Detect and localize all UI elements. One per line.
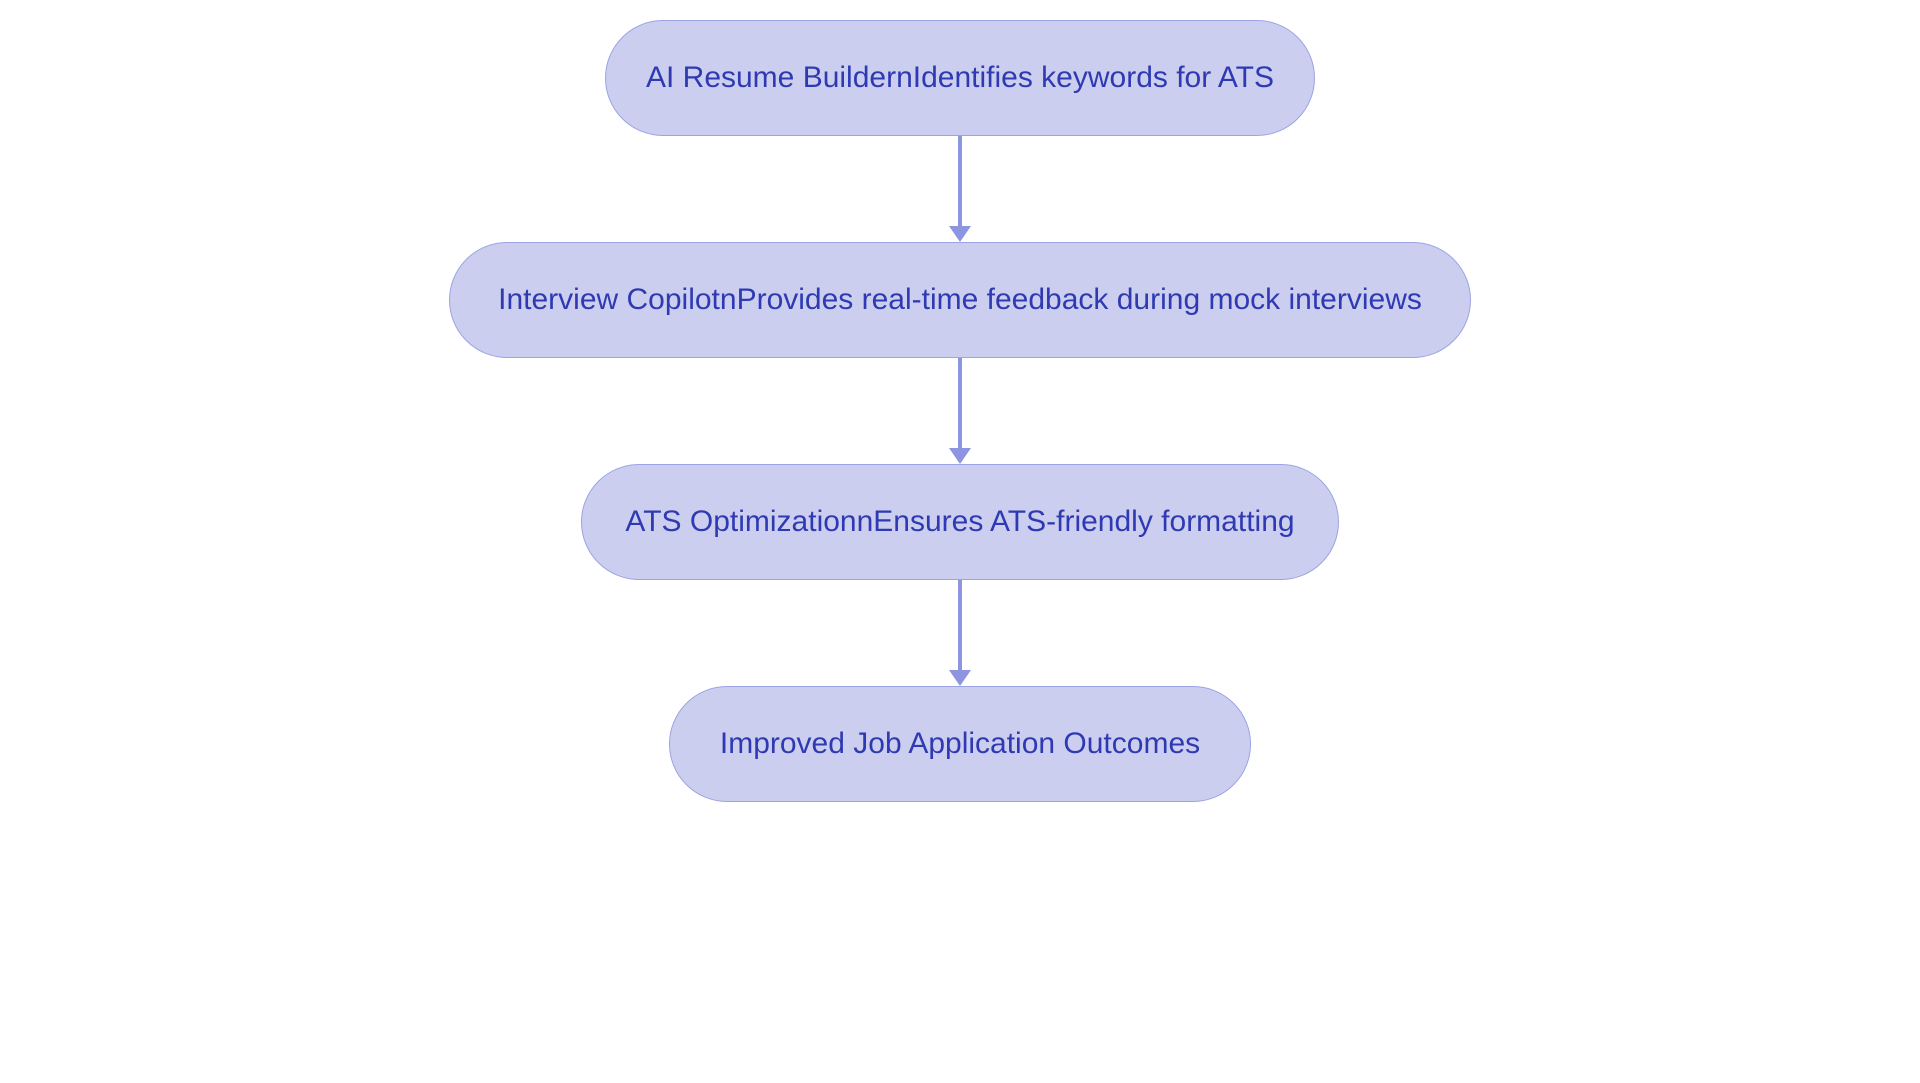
flowchart-arrow <box>958 580 962 670</box>
flowchart-arrowhead <box>949 448 971 464</box>
flowchart-arrowhead <box>949 670 971 686</box>
flowchart-arrowhead <box>949 226 971 242</box>
node-label: Improved Job Application Outcomes <box>720 727 1200 761</box>
flowchart-node: Interview CopilotnProvides real-time fee… <box>449 242 1471 358</box>
flowchart-node: AI Resume BuildernIdentifies keywords fo… <box>605 20 1315 136</box>
flowchart-arrow <box>958 358 962 448</box>
flowchart-node: ATS OptimizationnEnsures ATS-friendly fo… <box>581 464 1339 580</box>
node-label: AI Resume BuildernIdentifies keywords fo… <box>646 61 1274 95</box>
node-label: ATS OptimizationnEnsures ATS-friendly fo… <box>625 505 1294 539</box>
flowchart-container: AI Resume BuildernIdentifies keywords fo… <box>260 0 1660 1083</box>
node-label: Interview CopilotnProvides real-time fee… <box>498 283 1422 317</box>
flowchart-arrow <box>958 136 962 226</box>
flowchart-node: Improved Job Application Outcomes <box>669 686 1251 802</box>
